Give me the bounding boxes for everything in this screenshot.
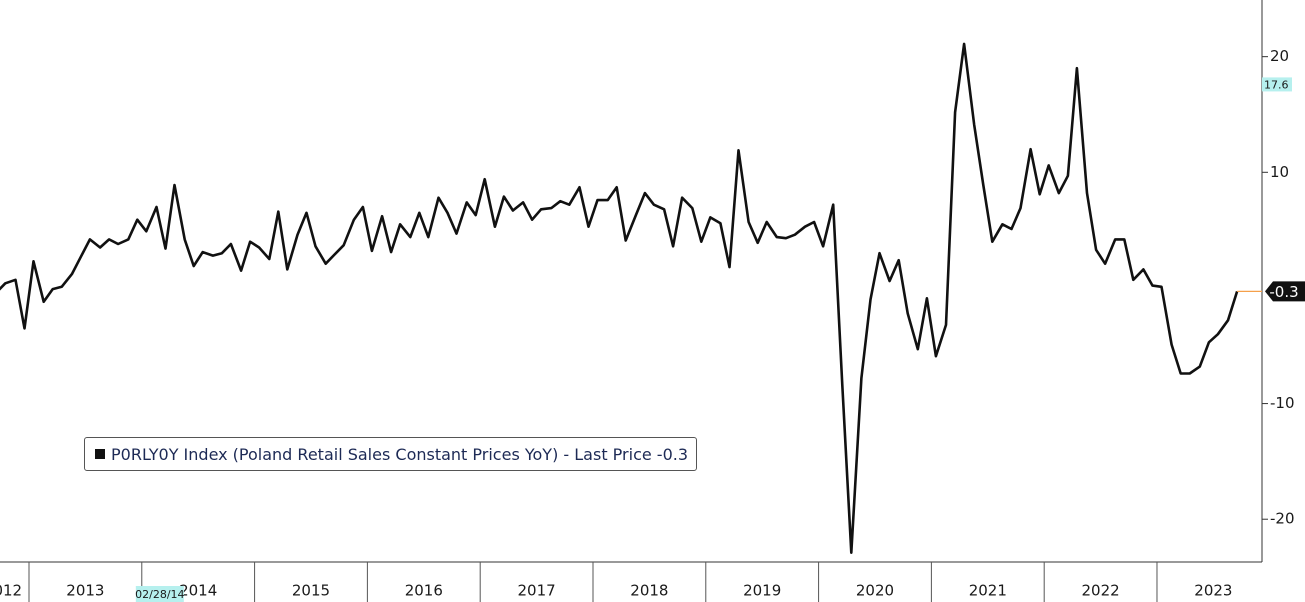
y-tick-label: -10	[1270, 394, 1295, 412]
x-tick-label: 2021	[969, 582, 1007, 600]
cursor-date: 02/28/14	[135, 588, 184, 601]
x-tick-label: 2023	[1194, 582, 1232, 600]
last-price-label: -0.3	[1269, 283, 1298, 301]
y-tick-label: 20	[1270, 47, 1289, 65]
x-tick-label: 2014	[179, 582, 217, 600]
series-line	[0, 42, 1239, 554]
x-tick-label: 2022	[1081, 582, 1119, 600]
legend-swatch	[95, 449, 105, 459]
legend: P0RLY0Y Index (Poland Retail Sales Const…	[84, 437, 698, 471]
x-tick-label: 2016	[405, 582, 443, 600]
highlight-label: 17.6	[1264, 78, 1289, 91]
x-tick-label: 2013	[66, 582, 104, 600]
x-tick-label: 2015	[292, 582, 330, 600]
x-tick-label: 2018	[630, 582, 668, 600]
x-tick-label: 2020	[856, 582, 894, 600]
cursor-date-bg	[135, 586, 184, 602]
last-price-tag	[1265, 281, 1305, 302]
x-tick-label: 2017	[517, 582, 555, 600]
y-tick-label: -20	[1270, 510, 1295, 528]
y-tick-label: 10	[1270, 163, 1289, 181]
legend-label: P0RLY0Y Index (Poland Retail Sales Const…	[111, 444, 689, 464]
x-tick-label: 2019	[743, 582, 781, 600]
highlight-bg	[1262, 77, 1292, 92]
